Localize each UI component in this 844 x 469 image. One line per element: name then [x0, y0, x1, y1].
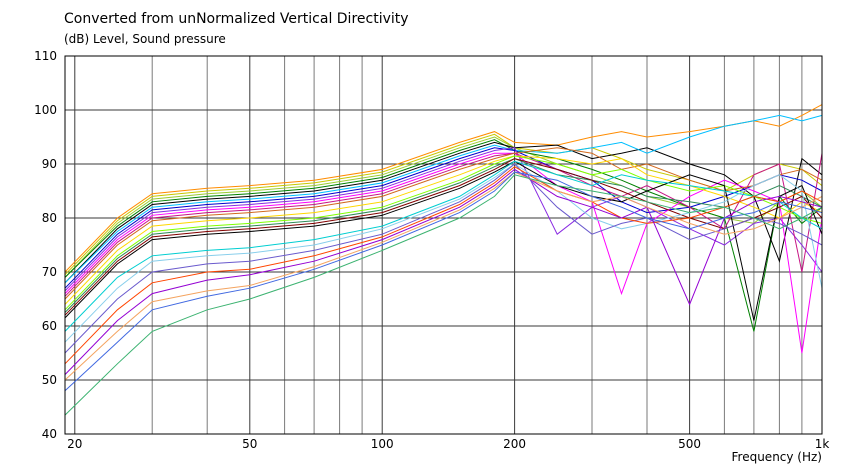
- x-tick-label: 100: [371, 437, 394, 451]
- y-tick-label: 90: [42, 157, 57, 171]
- series-line-19: [64, 163, 823, 354]
- series-line-18: [64, 163, 823, 343]
- series-line-6: [64, 114, 823, 284]
- major-grid: [65, 55, 823, 435]
- plot-frame: [64, 55, 823, 435]
- y-axis-label: (dB) Level, Sound pressure: [64, 32, 226, 46]
- series-line-4: [64, 139, 823, 332]
- y-tick-label: 60: [42, 319, 57, 333]
- series-line-5: [64, 141, 823, 284]
- series-line-20: [64, 166, 823, 365]
- series-lines: [64, 104, 823, 416]
- series-line-13: [64, 155, 823, 311]
- x-axis-label: Frequency (Hz): [731, 450, 823, 464]
- series-line-3: [64, 136, 823, 278]
- y-tick-label: 40: [42, 427, 57, 441]
- series-line-11: [64, 147, 823, 300]
- x-tick-labels: 20 50 100 200 500 1k: [67, 437, 829, 451]
- x-tick-label: 20: [67, 437, 82, 451]
- x-tick-label: 200: [503, 437, 526, 451]
- series-line-10: [64, 152, 823, 297]
- series-line-21: [64, 168, 823, 375]
- x-tick-label: 500: [678, 437, 701, 451]
- x-tick-label: 1k: [815, 437, 830, 451]
- series-line-9: [64, 152, 823, 354]
- y-tick-label: 100: [34, 103, 57, 117]
- y-tick-labels: 40 50 60 70 80 90 100 110: [34, 49, 57, 441]
- chart-title: Converted from unNormalized Vertical Dir…: [64, 11, 409, 27]
- series-line-22: [64, 171, 823, 381]
- series-line-8: [64, 147, 823, 292]
- y-tick-label: 110: [34, 49, 57, 63]
- series-line-23: [64, 171, 823, 392]
- y-tick-label: 50: [42, 373, 57, 387]
- series-line-24: [64, 174, 823, 416]
- x-tick-label: 50: [242, 437, 257, 451]
- series-line-17: [64, 160, 823, 332]
- series-line-12: [64, 155, 823, 305]
- series-line-16: [64, 160, 823, 321]
- y-tick-label: 80: [42, 211, 57, 225]
- y-tick-label: 70: [42, 265, 57, 279]
- series-line-14: [64, 158, 823, 313]
